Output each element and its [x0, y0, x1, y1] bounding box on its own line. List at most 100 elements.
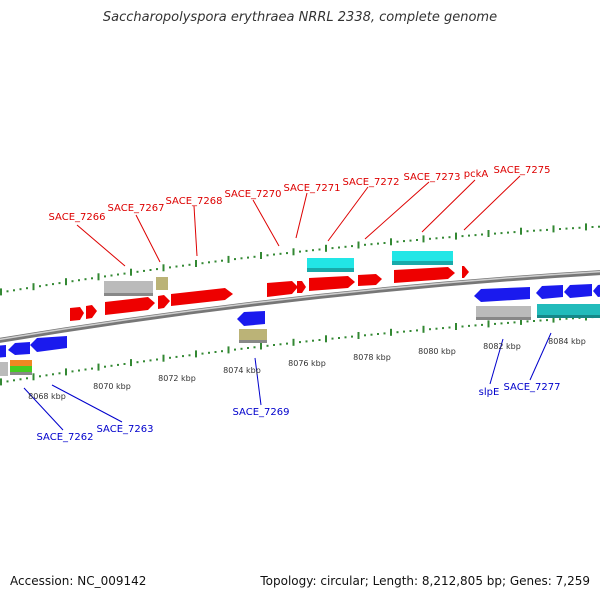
- leader-line-sace-7268: [193, 205, 198, 257]
- minor-tick: [344, 336, 347, 339]
- minor-tick: [71, 280, 74, 283]
- minor-tick: [182, 264, 184, 267]
- minor-tick: [403, 240, 405, 243]
- gene-feature: [156, 277, 168, 290]
- minor-tick: [383, 242, 386, 244]
- scale-label-8078: 8078 kbp: [353, 353, 391, 362]
- minor-tick: [396, 240, 399, 243]
- major-tick: [455, 323, 457, 330]
- minor-tick: [312, 249, 314, 252]
- gene-feature: [476, 317, 531, 320]
- gene-feature: [392, 261, 453, 265]
- gene-feature: [104, 293, 153, 296]
- major-tick: [32, 283, 35, 291]
- minor-tick: [182, 355, 184, 358]
- major-tick: [162, 264, 165, 272]
- minor-tick: [377, 333, 379, 335]
- minor-tick: [58, 372, 61, 375]
- minor-tick: [461, 235, 464, 238]
- minor-tick: [481, 233, 483, 236]
- minor-tick: [598, 225, 600, 228]
- minor-tick: [247, 256, 249, 259]
- minor-tick: [156, 358, 158, 361]
- major-tick: [195, 350, 197, 358]
- gene-label-sace-7272: SACE_7272: [343, 177, 400, 188]
- minor-tick: [559, 318, 561, 321]
- gene-feature: [0, 362, 8, 376]
- minor-tick: [201, 262, 204, 265]
- gene-feature: [104, 281, 153, 295]
- major-tick: [325, 335, 327, 343]
- minor-tick: [39, 285, 41, 288]
- leader-line-sace-7275: [463, 175, 521, 231]
- leader-line-sace-7273: [364, 181, 430, 240]
- minor-tick: [169, 266, 171, 269]
- major-tick: [292, 338, 295, 346]
- gene-feature: [537, 304, 600, 316]
- gene-label-pcka: pckA: [464, 169, 489, 180]
- gene-feature: [394, 267, 455, 283]
- leader-line-slpe: [489, 338, 504, 385]
- minor-tick: [513, 231, 516, 234]
- minor-tick: [104, 275, 106, 278]
- leader-line-sace-7270: [252, 199, 280, 247]
- minor-tick: [71, 370, 74, 373]
- minor-tick: [468, 324, 470, 327]
- minor-tick: [299, 250, 301, 253]
- major-tick: [292, 248, 295, 256]
- minor-tick: [344, 245, 347, 248]
- minor-tick: [409, 239, 412, 242]
- minor-tick: [201, 352, 204, 355]
- minor-tick: [123, 363, 126, 365]
- minor-tick: [286, 252, 288, 255]
- minor-tick: [539, 319, 542, 322]
- minor-tick: [572, 227, 574, 230]
- minor-tick: [305, 340, 308, 343]
- minor-tick: [19, 288, 22, 291]
- minor-tick: [143, 360, 145, 363]
- scale-label-8074: 8074 kbp: [223, 366, 261, 375]
- gene-feature: [70, 307, 84, 321]
- gene-feature: [536, 285, 563, 299]
- major-tick: [130, 268, 132, 276]
- minor-tick: [494, 322, 496, 325]
- minor-tick: [214, 351, 217, 353]
- gene-feature: [10, 360, 32, 366]
- gene-feature: [307, 258, 354, 271]
- gene-feature: [237, 311, 265, 326]
- minor-tick: [546, 319, 548, 322]
- major-tick: [487, 320, 490, 328]
- gene-feature: [564, 284, 592, 298]
- minor-tick: [318, 248, 321, 251]
- gene-feature: [239, 340, 267, 343]
- gene-feature: [392, 251, 453, 264]
- minor-tick: [578, 226, 581, 229]
- gene-label-sace-7267: SACE_7267: [108, 203, 165, 214]
- minor-tick: [149, 359, 152, 362]
- minor-tick: [110, 364, 113, 367]
- minor-tick: [143, 269, 145, 272]
- gene-feature: [10, 372, 32, 375]
- major-tick: [65, 368, 67, 376]
- minor-tick: [84, 278, 87, 281]
- minor-tick: [318, 339, 321, 341]
- minor-tick: [136, 270, 139, 273]
- gene-label-slpe: slpE: [479, 387, 500, 398]
- gene-feature: [10, 366, 32, 372]
- gene-feature: [239, 329, 267, 341]
- forward-strand-genes: [70, 251, 469, 321]
- backbone-arc: [0, 270, 600, 343]
- major-tick: [357, 332, 360, 339]
- major-tick: [227, 255, 230, 263]
- scale-label-8080: 8080 kbp: [418, 347, 456, 356]
- gene-feature: [593, 284, 600, 297]
- minor-tick: [435, 237, 438, 240]
- minor-tick: [383, 332, 386, 335]
- gene-label-sace-7277: SACE_7277: [504, 382, 561, 393]
- minor-tick: [507, 321, 509, 324]
- gene-label-sace-7262: SACE_7262: [37, 432, 94, 443]
- major-tick: [520, 227, 522, 235]
- minor-tick: [312, 339, 314, 342]
- minor-tick: [507, 231, 509, 234]
- major-tick: [552, 315, 555, 323]
